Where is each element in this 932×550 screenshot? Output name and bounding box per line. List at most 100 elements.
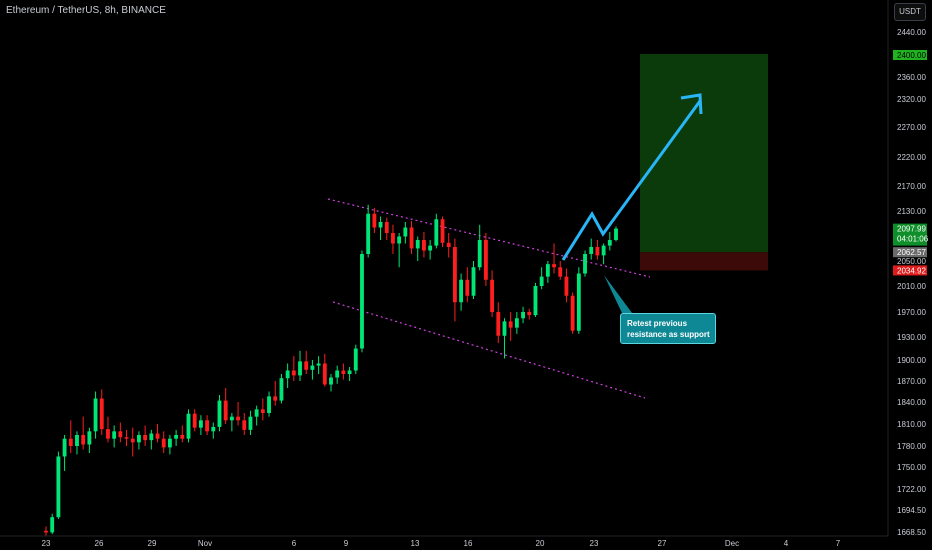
price-tick-label: 1780.00 (897, 442, 926, 451)
candle-body (236, 416, 240, 421)
candle (167, 435, 172, 455)
candle-body (595, 247, 600, 256)
level-price-tag-text: 2062.57 (897, 248, 926, 257)
candle-body (589, 247, 594, 254)
candle (44, 526, 48, 537)
candle (329, 374, 333, 392)
candle-body (601, 245, 606, 256)
candle (564, 268, 569, 303)
time-tick-label: 26 (95, 539, 104, 548)
candle-body (483, 240, 488, 280)
candle-body (477, 240, 482, 268)
candle (310, 360, 315, 380)
candle (254, 405, 259, 426)
candle-body (521, 312, 525, 319)
candle (446, 233, 451, 258)
price-tick-label: 2010.00 (897, 282, 926, 291)
candle-body (186, 413, 191, 439)
candle-body (366, 213, 371, 254)
candle-body (372, 213, 377, 228)
candle-body (607, 240, 612, 246)
target-zone (640, 54, 768, 253)
candle (217, 395, 222, 432)
price-tick-label: 1840.00 (897, 398, 926, 407)
candle (137, 431, 141, 450)
candle (521, 306, 525, 324)
candle (366, 204, 371, 258)
candle (229, 413, 234, 432)
candle (570, 292, 575, 334)
candle-body (514, 318, 519, 328)
price-tick-label: 1970.00 (897, 308, 926, 317)
price-tick-label: 1810.00 (897, 420, 926, 429)
candle-body (570, 295, 575, 331)
annotation-callout[interactable]: Retest previous resistance as support (620, 313, 716, 344)
candle (477, 224, 482, 271)
candle (459, 273, 464, 311)
candle (298, 350, 302, 381)
candle-body (149, 433, 154, 441)
target-price-tag-text: 2400.00 (897, 51, 926, 60)
time-tick-label: 20 (536, 539, 545, 548)
candle (260, 398, 265, 421)
candle-body (242, 420, 247, 430)
price-tick-label: 2440.00 (897, 28, 926, 37)
candle (112, 425, 117, 448)
candle (291, 356, 296, 381)
channel-lower-line (332, 301, 646, 399)
candle-body (298, 361, 302, 376)
time-tick-label: Dec (725, 539, 739, 548)
candle (322, 353, 327, 387)
time-tick-label: 23 (590, 539, 599, 548)
candle-body (81, 435, 86, 445)
price-axis: 2440.00 2400.00 2360.00 2320.00 2270.00 2220.… (897, 28, 926, 537)
candle-body (614, 228, 618, 240)
currency-button[interactable]: USDT (894, 3, 926, 21)
candle (149, 429, 154, 450)
candle (514, 312, 519, 334)
candle-body (353, 348, 358, 371)
time-tick-label: 13 (411, 539, 420, 548)
candle (81, 416, 86, 450)
stop-price-tag-text: 2034.92 (897, 266, 926, 275)
candles (44, 204, 618, 537)
symbol-title: Ethereum / TetherUS, 8h, BINANCE (6, 5, 166, 16)
candle-body (50, 517, 55, 533)
candle-body (137, 435, 141, 443)
candle-body (552, 264, 556, 268)
candle-body (446, 242, 451, 247)
time-axis: 23 26 29 Nov 6 9 13 16 20 23 27 Dec 4 7 (42, 539, 841, 548)
candle-body (545, 264, 550, 277)
candle (384, 217, 389, 240)
candle-body (452, 247, 457, 303)
candle (452, 238, 457, 322)
candle-body (211, 426, 216, 432)
candle-body (198, 420, 203, 428)
candle (143, 425, 148, 446)
time-tick-label: 4 (784, 539, 789, 548)
candle-body (415, 240, 420, 249)
candle-body (62, 438, 67, 457)
candle (508, 312, 513, 341)
candle (304, 350, 309, 374)
candle-body (99, 398, 104, 430)
candle-body (459, 279, 464, 303)
candle (267, 391, 271, 417)
candle (558, 261, 563, 280)
candle-body (93, 398, 98, 432)
price-tick-label: 1694.50 (897, 506, 926, 515)
candle-body (434, 219, 439, 246)
candle-body (440, 219, 445, 243)
price-tick-label: 1750.00 (897, 463, 926, 472)
candle (279, 374, 284, 404)
candle-body (143, 435, 148, 441)
candle (211, 422, 216, 439)
candle-body (248, 416, 253, 430)
candle-body (576, 273, 581, 331)
candle-body (75, 435, 79, 446)
candle-body (155, 433, 160, 439)
price-tick-label: 2220.00 (897, 153, 926, 162)
candle (155, 424, 160, 443)
candle-body (409, 227, 414, 249)
